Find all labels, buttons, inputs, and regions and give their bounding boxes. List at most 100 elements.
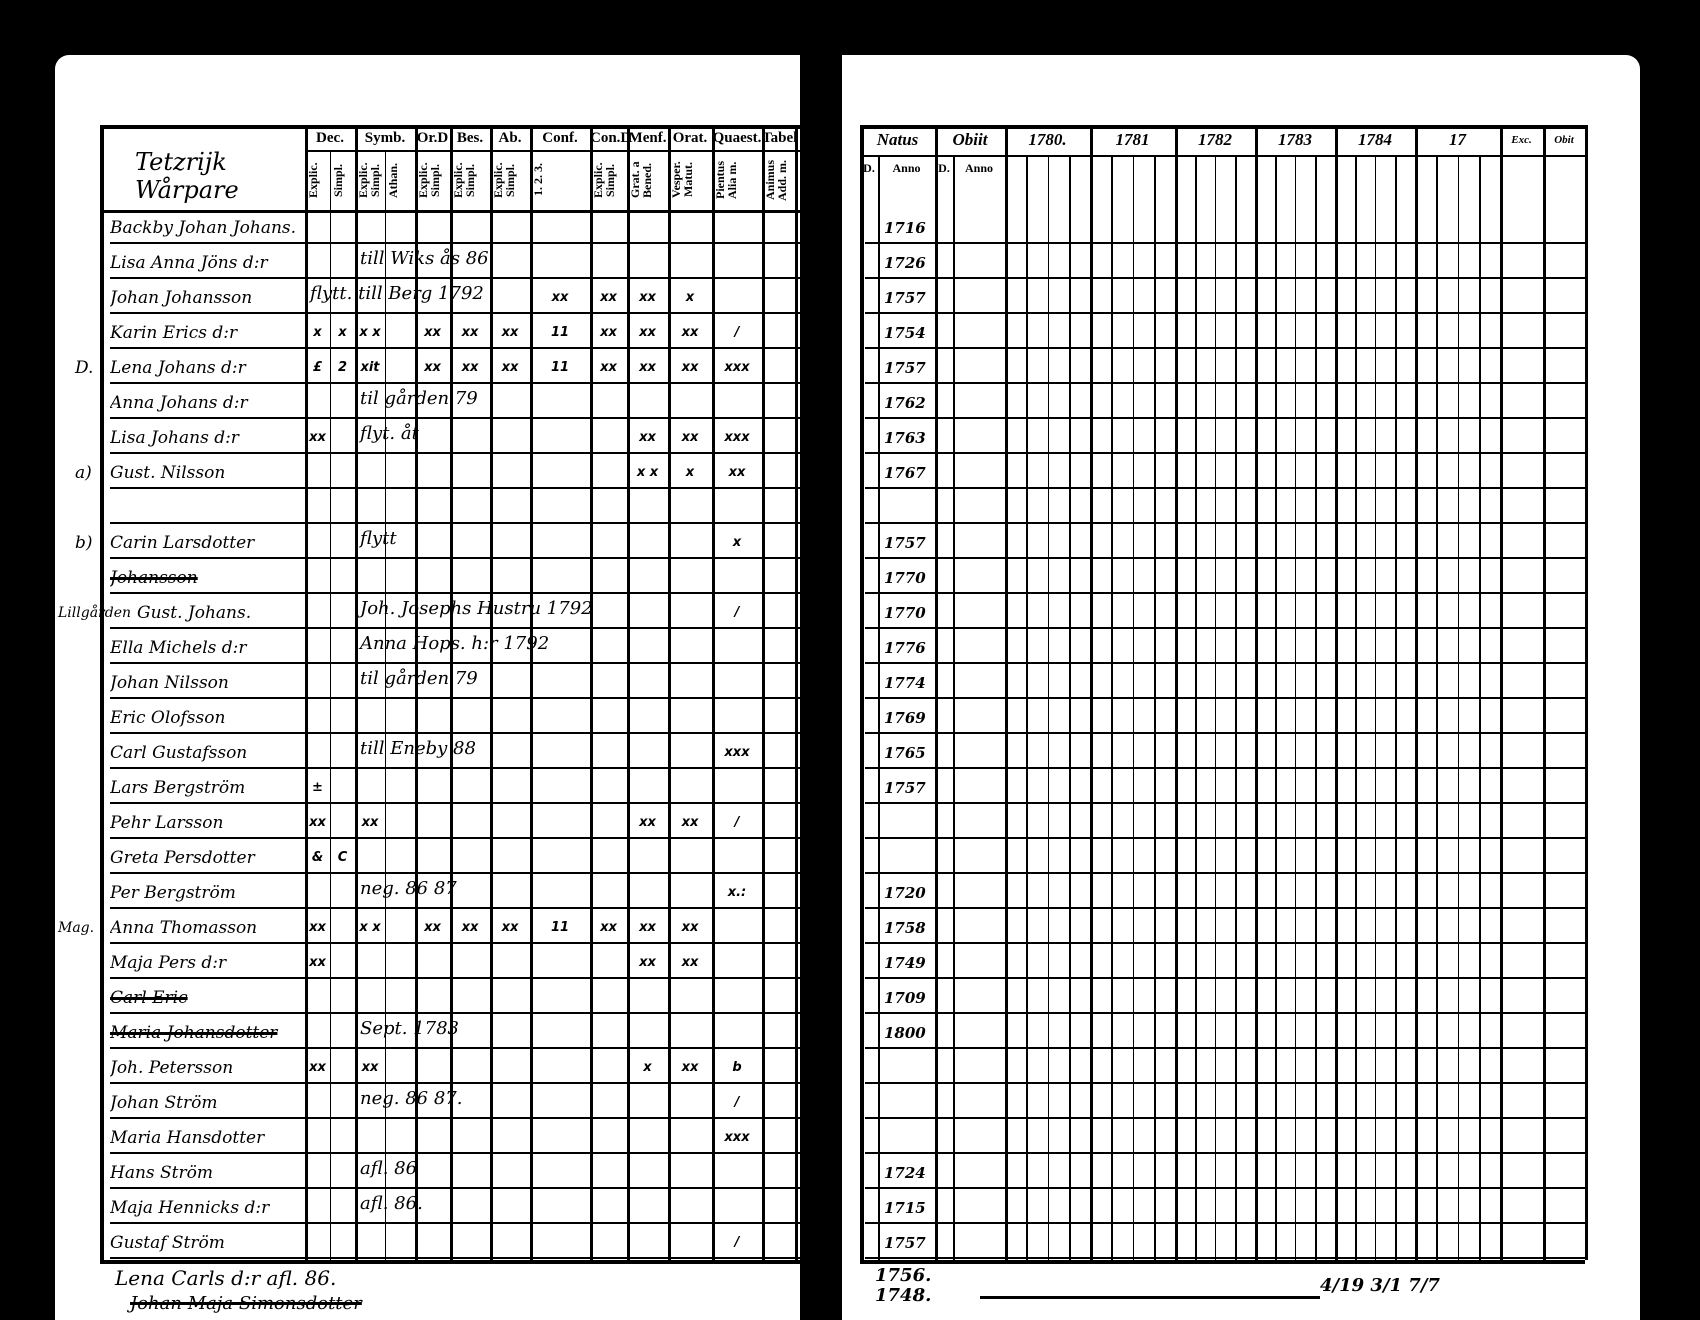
- footer-entry: Lena Carls d:r afl. 86.: [115, 1266, 337, 1290]
- rule-line: [1395, 155, 1397, 1260]
- rule-line: [865, 872, 1585, 874]
- rule-line: [110, 1117, 820, 1119]
- rule-line: [860, 1260, 1585, 1264]
- attendance-mark: xx: [681, 325, 699, 340]
- attendance-mark: /: [734, 1235, 740, 1250]
- rule-line: [860, 125, 863, 1260]
- attendance-mark: xx: [424, 920, 441, 935]
- rule-line: [860, 155, 1585, 157]
- rule-line: [110, 417, 820, 419]
- rule-line: [110, 697, 820, 699]
- footer-year: 1756.: [875, 1265, 932, 1286]
- attendance-mark: xx: [309, 430, 326, 445]
- birth-year: 1758: [884, 919, 926, 937]
- rule-line: [450, 150, 451, 1260]
- rule-line: [1543, 125, 1546, 1260]
- rule-line: [795, 125, 798, 1260]
- rule-line: [865, 1082, 1585, 1084]
- birth-year: 1800: [884, 1024, 926, 1042]
- person-name: Johansson: [110, 568, 198, 588]
- column-sub-header: Explic. Simpl.: [492, 162, 517, 198]
- rule-line: [110, 977, 820, 979]
- attendance-mark: xx: [639, 920, 656, 935]
- birth-year: 1763: [884, 429, 926, 447]
- rule-line: [530, 125, 533, 1260]
- column-group-header: Quaest.: [712, 130, 762, 146]
- attendance-mark: xx: [309, 955, 326, 970]
- rule-line: [865, 277, 1585, 279]
- birth-year: 1770: [884, 569, 926, 587]
- birth-year: 1726: [884, 254, 926, 272]
- register-column-header: 1783: [1278, 130, 1312, 149]
- person-name: Joh. Petersson: [110, 1058, 234, 1078]
- rule-line: [1111, 155, 1113, 1260]
- left-page: [55, 55, 830, 1320]
- rule-line: [865, 907, 1585, 909]
- attendance-mark: xx: [681, 430, 699, 445]
- person-name: Lena Johans d:r: [110, 358, 246, 378]
- attendance-mark: xx: [461, 360, 479, 375]
- birth-year: 1770: [884, 604, 926, 622]
- rule-line: [627, 150, 628, 1260]
- rule-line: [865, 452, 1585, 454]
- register-column-header: 17: [1449, 130, 1466, 149]
- person-name: Backby Johan Johans.: [110, 218, 297, 238]
- column-sub-header: Vesper. Matut.: [670, 161, 695, 199]
- attendance-mark: xx: [461, 325, 479, 340]
- rule-line: [1479, 155, 1481, 1260]
- attendance-mark: /: [734, 325, 740, 340]
- rule-line: [865, 487, 1585, 489]
- column-group-header: L.: [800, 130, 815, 146]
- person-name: Maja Pers d:r: [110, 953, 227, 973]
- marginal-annotation: flyt. åt: [360, 423, 419, 444]
- rule-line: [668, 125, 671, 1260]
- attendance-mark: xx: [639, 955, 656, 970]
- rule-line: [865, 732, 1585, 734]
- column-sub-header: 1. 2. 3.: [532, 163, 545, 197]
- attendance-mark: xx: [639, 325, 656, 340]
- attendance-mark: xx: [501, 325, 519, 340]
- marginal-annotation: afl. 86: [360, 1158, 418, 1179]
- person-name: Carl Eric: [110, 988, 188, 1008]
- rule-line: [100, 125, 104, 1260]
- rule-line: [980, 1296, 1320, 1299]
- rule-line: [1275, 155, 1277, 1260]
- rule-line: [1048, 155, 1049, 1260]
- row-prefix: a): [75, 463, 92, 483]
- birth-year: 1769: [884, 709, 926, 727]
- attendance-mark: xxx: [724, 1130, 750, 1145]
- column-sub-header: Animus Add. m.: [764, 159, 789, 201]
- person-name: Ella Michels d:r: [110, 638, 247, 658]
- rule-line: [712, 125, 715, 1260]
- attendance-mark: x: [643, 1060, 652, 1075]
- birth-year: 1776: [884, 639, 926, 657]
- row-prefix: Mag.: [58, 920, 95, 936]
- rule-line: [1415, 125, 1418, 1260]
- rule-line: [865, 1047, 1585, 1049]
- birth-year: 1749: [884, 954, 926, 972]
- right-page: [842, 55, 1640, 1320]
- attendance-mark: x x: [359, 920, 381, 935]
- rule-line: [355, 150, 356, 1260]
- person-name: Per Bergström: [110, 883, 236, 903]
- attendance-mark: 11: [550, 325, 570, 340]
- rule-line: [110, 1012, 820, 1014]
- rule-line: [110, 1222, 820, 1224]
- attendance-mark: xx: [461, 920, 479, 935]
- rule-line: [110, 452, 820, 454]
- rule-line: [1335, 125, 1338, 1260]
- date-sub-header: Anno: [892, 161, 921, 175]
- attendance-mark: £: [312, 360, 323, 375]
- register-column-header: 1780.: [1028, 130, 1067, 149]
- attendance-mark: xx: [551, 290, 569, 305]
- attendance-mark: ±: [312, 780, 323, 795]
- attendance-mark: xx: [681, 955, 699, 970]
- birth-year: 1774: [884, 674, 926, 692]
- attendance-mark: /: [734, 605, 740, 620]
- marginal-annotation: afl. 86.: [360, 1193, 423, 1214]
- attendance-mark: xx: [639, 815, 656, 830]
- rule-line: [860, 125, 1585, 129]
- birth-year: 1724: [884, 1164, 926, 1182]
- parish-title-line: Tetzrijk: [135, 148, 227, 176]
- rule-line: [110, 347, 820, 349]
